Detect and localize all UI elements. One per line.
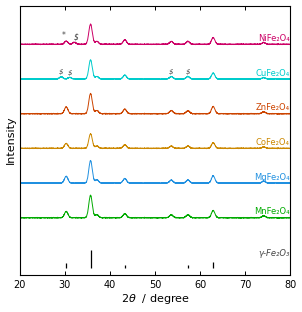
Text: γ-Fe₂O₃: γ-Fe₂O₃ <box>258 250 289 258</box>
Text: $: $ <box>169 69 174 75</box>
Text: $: $ <box>74 32 79 41</box>
Text: CuFe₂O₄: CuFe₂O₄ <box>255 69 289 78</box>
Text: MnFe₂O₄: MnFe₂O₄ <box>254 207 289 217</box>
Text: NiFe₂O₄: NiFe₂O₄ <box>258 34 289 43</box>
Text: $: $ <box>59 69 63 76</box>
Text: $: $ <box>68 70 72 76</box>
Text: MgFe₂O₄: MgFe₂O₄ <box>254 173 289 182</box>
Text: *: * <box>62 31 66 40</box>
Text: ZnFe₂O₄: ZnFe₂O₄ <box>255 104 289 112</box>
Text: CoFe₂O₄: CoFe₂O₄ <box>255 138 289 147</box>
Y-axis label: Intensity: Intensity <box>5 116 16 164</box>
X-axis label: $2\theta$  / degree: $2\theta$ / degree <box>120 292 189 306</box>
Text: $: $ <box>186 69 190 75</box>
